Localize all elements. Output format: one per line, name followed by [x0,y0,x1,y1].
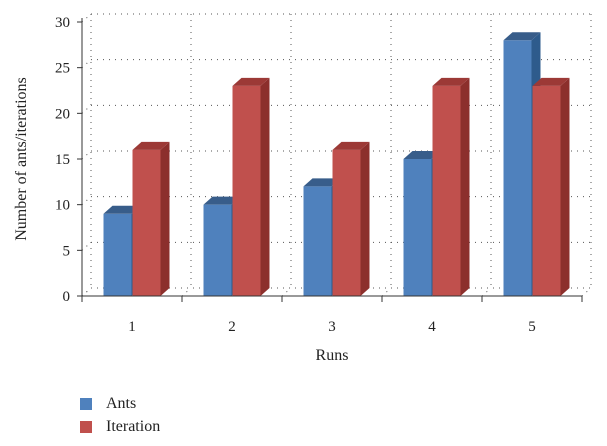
legend-label-iteration: Iteration [106,417,161,435]
ants-bar-4-top [403,151,441,159]
y-tick-label-1: 5 [63,243,71,259]
iteration-bar-5-top [532,77,570,86]
iteration-bar-4-side [460,77,470,296]
x-axis-label: Runs [316,347,349,364]
legend-swatch-iteration [80,420,92,433]
x-tick-label-1: 2 [228,319,236,335]
gridline-diag-2 [81,196,92,206]
iteration-bar-2-side [260,77,270,296]
x-tick-label-0: 1 [128,319,136,335]
x-tick-label-3: 4 [428,319,436,335]
ants-bar-4-front [403,159,432,296]
iteration-bar-4-front [432,85,461,296]
gridline-diag-1 [81,241,92,251]
legend-item-ants: Ants [80,392,160,415]
iteration-bar-4-top [432,77,470,86]
gridline-diag-4 [81,104,92,114]
iteration-bar-3 [332,141,370,296]
iteration-bar-4 [432,77,470,296]
gridline-floor-5 [581,287,592,297]
gridline-diag-3 [81,150,92,160]
ants-bar-5-top [503,32,541,41]
y-tick-label-4: 20 [55,106,70,122]
iteration-bar-5 [532,77,570,296]
y-tick-label-5: 25 [55,61,70,77]
y-tick-label-2: 10 [55,198,70,214]
legend-item-iteration: Iteration [80,415,160,438]
iteration-bar-1 [132,141,170,296]
x-tick-label-2: 3 [328,319,336,335]
iteration-bar-2-top [232,77,270,86]
ants-bar-1-front [103,213,132,296]
ants-bar-2-top [203,196,241,205]
legend: Ants Iteration [80,392,160,438]
legend-label-ants: Ants [106,394,137,412]
ants-bar-3-front [303,186,332,296]
y-axis-label: Number of ants/iterations [13,77,30,241]
axes [81,18,582,297]
legend-swatch-ants [80,397,92,410]
iteration-bar-3-side [360,141,370,296]
iteration-bar-5-front [532,85,561,296]
gridline-floor-3 [381,287,392,297]
y-ticks: 0 5 10 15 20 25 30 [55,15,82,305]
iteration-bar-2 [232,77,270,296]
y-tick-label-6: 30 [55,15,70,31]
iteration-bar-1-top [132,141,170,150]
bars [103,32,570,297]
x-tick-label-4: 5 [528,319,536,335]
gridline-floor-4 [481,287,492,297]
y-tick-label-3: 15 [55,152,70,168]
gridline-floor-2 [281,287,292,297]
iteration-bar-1-front [132,149,161,296]
grid [81,13,592,297]
iteration-bar-5-side [560,77,570,296]
y-tick-label-0: 0 [63,289,71,305]
ants-bar-1-top [103,205,141,214]
gridline-floor-0 [81,287,92,297]
iteration-bar-3-top [332,141,370,150]
ants-bar-5-front [503,40,532,297]
ants-bar-2-front [203,204,232,296]
gridline-diag-6 [81,13,92,23]
iteration-bar-2-front [232,85,261,296]
ants-bar-3-top [303,178,341,187]
gridline-diag-5 [81,59,92,69]
iteration-bar-1-side [160,141,170,296]
x-ticks: 1 2 3 4 5 [81,296,583,335]
iteration-bar-3-front [332,149,361,296]
gridline-floor-1 [181,287,192,297]
